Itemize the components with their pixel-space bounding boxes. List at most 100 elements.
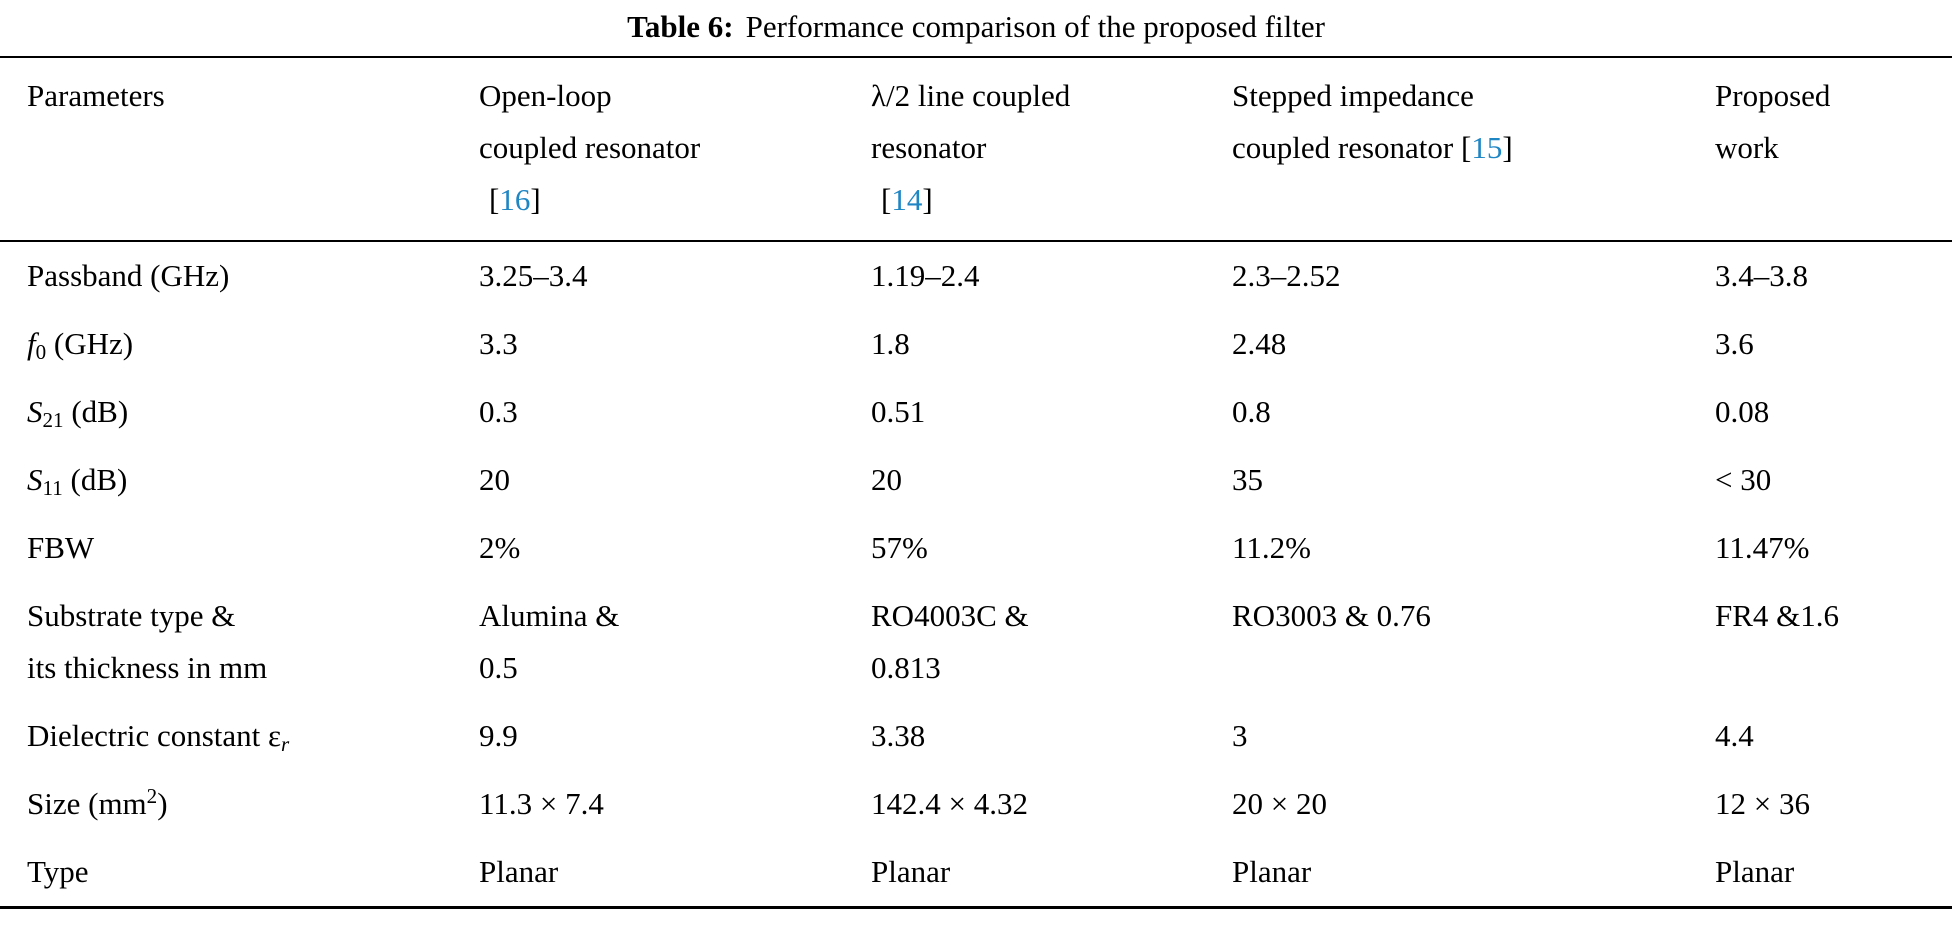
param-subscript: 21	[42, 407, 64, 432]
cell-value-line: 0.5	[479, 650, 518, 685]
header-parameters: Parameters	[0, 57, 479, 242]
param-label: Type	[27, 854, 89, 889]
param-symbol: f	[27, 326, 36, 361]
cell-value: 0.3	[479, 394, 518, 429]
cell-value: 12 × 36	[1715, 786, 1810, 821]
table-row-size: Size (mm2) 11.3 × 7.4 142.4 × 4.32 20 × …	[0, 770, 1952, 838]
cell-value-line: 0.813	[871, 650, 941, 685]
cell-value: 0.8	[1232, 394, 1271, 429]
cell-value: Planar	[1715, 854, 1795, 889]
cell-value: 0.51	[871, 394, 926, 429]
table-caption-label: Table 6:	[627, 9, 734, 44]
table-row-type: Type Planar Planar Planar Planar	[0, 838, 1952, 908]
cell-value: RO4003C & 0.813	[871, 582, 1232, 702]
cell-value: 142.4 × 4.32	[871, 786, 1028, 821]
cell-value: 57%	[871, 530, 928, 565]
param-label: Size (mm	[27, 786, 147, 821]
cell-value: 0.08	[1715, 394, 1770, 429]
param-label: FBW	[27, 530, 95, 565]
citation-14: [14]	[871, 174, 1218, 226]
param-size: Size (mm2)	[0, 770, 479, 838]
param-f0: f0 (GHz)	[0, 310, 479, 378]
param-label-line: Substrate type &	[27, 598, 236, 633]
citation-link-16[interactable]: 16	[499, 182, 531, 217]
cell-value: 3.25–3.4	[479, 258, 588, 293]
cell-value: 1.19–2.4	[871, 258, 980, 293]
citation-link-15[interactable]: 15	[1471, 130, 1503, 165]
cell-value: 3.38	[871, 718, 926, 753]
cell-value: 35	[1232, 462, 1263, 497]
cell-value: 20	[479, 462, 510, 497]
citation-bracket: ]	[1502, 130, 1513, 165]
param-unit: (dB)	[62, 462, 128, 497]
cell-value: FR4 &1.6	[1715, 598, 1840, 633]
param-fbw: FBW	[0, 514, 479, 582]
citation-16: [16]	[479, 174, 857, 226]
cell-value: Alumina & 0.5	[479, 582, 871, 702]
param-passband: Passband (GHz)	[0, 241, 479, 310]
param-subscript: r	[281, 731, 290, 756]
cell-value: Planar	[479, 854, 559, 889]
citation-bracket: [	[1460, 130, 1472, 165]
param-label: Passband (GHz)	[27, 258, 230, 293]
param-unit: (dB)	[63, 394, 129, 429]
param-type: Type	[0, 838, 479, 908]
cell-value: 3.3	[479, 326, 518, 361]
header-row: Parameters Open-loop coupled resonator […	[0, 57, 1952, 242]
table-caption: Table 6: Performance comparison of the pr…	[0, 0, 1952, 50]
citation-15: [15]	[1461, 130, 1513, 165]
cell-value: 2%	[479, 530, 521, 565]
cell-value: RO3003 & 0.76	[1232, 598, 1431, 633]
param-subscript: 0	[35, 339, 47, 364]
cell-value-line: RO4003C &	[871, 598, 1029, 633]
table-row-s11: S11 (dB) 20 20 35 < 30	[0, 446, 1952, 514]
header-line: Stepped impedance	[1232, 78, 1474, 113]
header-line-text: coupled resonator	[1232, 130, 1454, 165]
param-label-close: )	[157, 786, 168, 821]
citation-bracket: [	[881, 182, 892, 217]
cell-value: 9.9	[479, 718, 518, 753]
cell-value: 3.6	[1715, 326, 1754, 361]
param-symbol: S	[27, 462, 43, 497]
cell-value: 2.48	[1232, 326, 1287, 361]
header-line: Open-loop	[479, 78, 612, 113]
table-row-fbw: FBW 2% 57% 11.2% 11.47%	[0, 514, 1952, 582]
performance-comparison-table: Parameters Open-loop coupled resonator […	[0, 56, 1952, 909]
param-s21: S21 (dB)	[0, 378, 479, 446]
header-half-wave-resonator: λ/2 line coupled resonator [14]	[871, 57, 1232, 242]
table-row-f0: f0 (GHz) 3.3 1.8 2.48 3.6	[0, 310, 1952, 378]
param-superscript: 2	[146, 784, 158, 809]
header-line: coupled resonator [15]	[1232, 122, 1701, 174]
cell-value: Planar	[871, 854, 951, 889]
param-label: Dielectric constant ε	[27, 718, 282, 753]
table-row-s21: S21 (dB) 0.3 0.51 0.8 0.08	[0, 378, 1952, 446]
citation-bracket: ]	[922, 182, 933, 217]
table-row-dielectric-constant: Dielectric constant εr 9.9 3.38 3 4.4	[0, 702, 1952, 770]
param-substrate: Substrate type & its thickness in mm	[0, 582, 479, 702]
citation-bracket: ]	[530, 182, 541, 217]
cell-value: 11.2%	[1232, 530, 1311, 565]
header-stepped-impedance-resonator: Stepped impedance coupled resonator [15]	[1232, 57, 1715, 242]
cell-value: 11.47%	[1715, 530, 1810, 565]
table-caption-text: Performance comparison of the proposed f…	[745, 9, 1325, 44]
cell-value: 20 × 20	[1232, 786, 1327, 821]
citation-bracket: [	[489, 182, 500, 217]
cell-value: 4.4	[1715, 718, 1754, 753]
cell-value: 20	[871, 462, 902, 497]
table-row-substrate: Substrate type & its thickness in mm Alu…	[0, 582, 1952, 702]
table-row-passband: Passband (GHz) 3.25–3.4 1.19–2.4 2.3–2.5…	[0, 241, 1952, 310]
param-s11: S11 (dB)	[0, 446, 479, 514]
cell-value-line: Alumina &	[479, 598, 620, 633]
header-line: coupled resonator	[479, 130, 701, 165]
cell-value: 2.3–2.52	[1232, 258, 1341, 293]
param-dielectric-constant: Dielectric constant εr	[0, 702, 479, 770]
citation-link-14[interactable]: 14	[891, 182, 923, 217]
cell-value: 1.8	[871, 326, 910, 361]
cell-value: < 30	[1715, 462, 1772, 497]
param-label-line: its thickness in mm	[27, 650, 268, 685]
header-parameters-label: Parameters	[27, 78, 165, 113]
param-subscript: 11	[42, 475, 63, 500]
header-line: resonator	[871, 130, 987, 165]
header-proposed-work: Proposed work	[1715, 57, 1952, 242]
header-line: λ/2 line coupled	[871, 78, 1071, 113]
